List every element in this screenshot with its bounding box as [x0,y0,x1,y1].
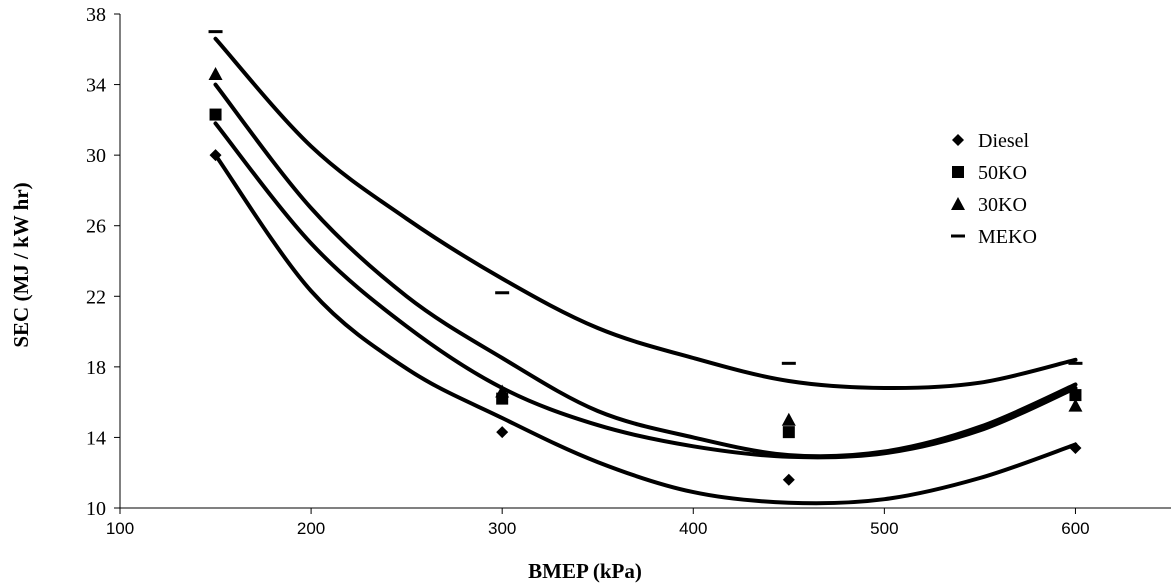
data-point-meko [781,361,796,365]
data-point-diesel [209,149,222,162]
legend: Diesel 50KO 30KO MEKO [951,130,1037,248]
x-tick-label: 600 [1061,519,1089,538]
trend-line-30ko [213,82,1078,459]
legend-label-meko: MEKO [978,226,1037,248]
x-tick-label: 300 [488,519,516,538]
data-point-50ko [782,426,795,439]
curves [213,36,1078,506]
x-tick-label: 500 [870,519,898,538]
y-tick-label: 38 [86,4,106,26]
legend-marker-diesel [952,134,964,146]
y-axis-label: SEC (MJ / kW hr) [9,182,33,347]
legend-label-30ko: 30KO [978,194,1027,216]
y-tick-label: 10 [86,498,106,520]
legend-marker-50ko [952,166,964,178]
data-point-30ko [781,412,796,426]
trend-line-diesel [213,153,1078,506]
x-axis-label: BMEP (kPa) [528,559,642,583]
trend-line-meko [213,36,1078,391]
data-point-30ko [208,66,223,80]
y-tick-label: 14 [86,427,106,449]
x-tick-label: 100 [106,519,134,538]
data-point-50ko [209,108,222,121]
data-point-30ko [1068,398,1083,412]
x-tick-label: 200 [297,519,325,538]
axes: 10 14 18 22 26 30 34 38 100 200 300 400 500 600 [86,4,1171,538]
data-point-meko [1068,361,1083,365]
data-point-50ko [1069,389,1082,402]
legend-marker-30ko [951,197,965,210]
trend-line-50ko [213,121,1078,460]
x-tick-label: 400 [679,519,707,538]
data-point-diesel [496,426,509,439]
y-tick-label: 34 [86,75,106,97]
data-point-meko [208,30,223,34]
markers [208,30,1083,486]
y-tick-label: 18 [86,357,106,379]
legend-label-diesel: Diesel [978,130,1030,152]
legend-marker-meko [951,234,965,238]
y-tick-label: 22 [86,286,106,308]
y-tick-label: 30 [86,145,106,167]
legend-label-50ko: 50KO [978,162,1027,184]
data-point-meko [495,291,510,295]
data-point-diesel [1069,442,1082,455]
data-point-30ko [495,384,510,398]
data-point-diesel [782,473,795,486]
y-tick-label: 26 [86,216,106,238]
